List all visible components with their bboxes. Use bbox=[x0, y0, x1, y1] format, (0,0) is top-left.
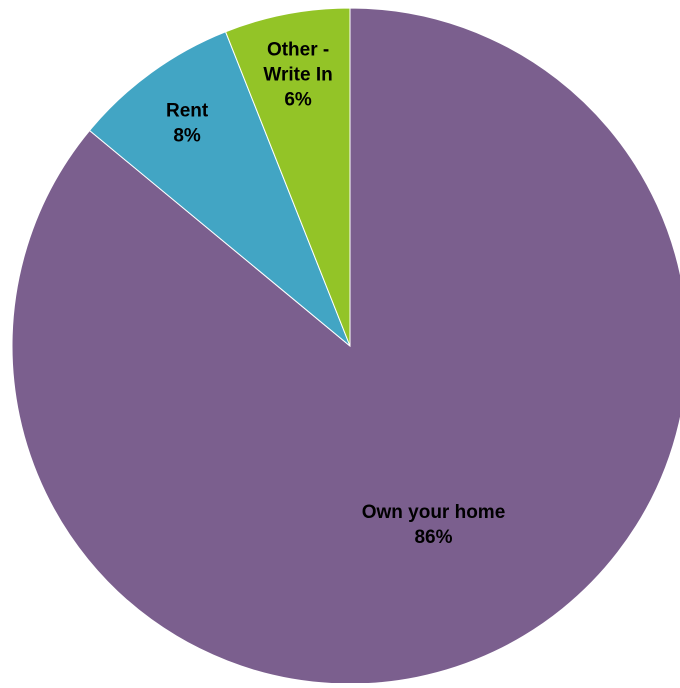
data-label-own-your-home: Own your home 86% bbox=[362, 502, 506, 548]
data-label-category: Rent bbox=[166, 100, 209, 121]
pie-slice-other-write-in bbox=[224, 7, 351, 347]
data-label-rent: Rent 8% bbox=[166, 100, 209, 146]
data-label-category: Other - bbox=[267, 40, 329, 61]
pie-slices bbox=[11, 7, 680, 685]
data-label-value: 8% bbox=[173, 125, 201, 146]
pie-data-labels: Own your home 86% Rent 8% Other - Write In 6% bbox=[166, 40, 505, 548]
data-label-category: Own your home bbox=[362, 502, 506, 523]
data-label-other-write-in: Other - Write In 6% bbox=[263, 40, 332, 111]
pie-slice-rent bbox=[88, 31, 351, 347]
data-label-value: 86% bbox=[414, 527, 452, 548]
data-label-category: Write In bbox=[263, 65, 332, 86]
pie-slice-own-your-home bbox=[11, 7, 680, 685]
data-label-value: 6% bbox=[284, 90, 312, 111]
